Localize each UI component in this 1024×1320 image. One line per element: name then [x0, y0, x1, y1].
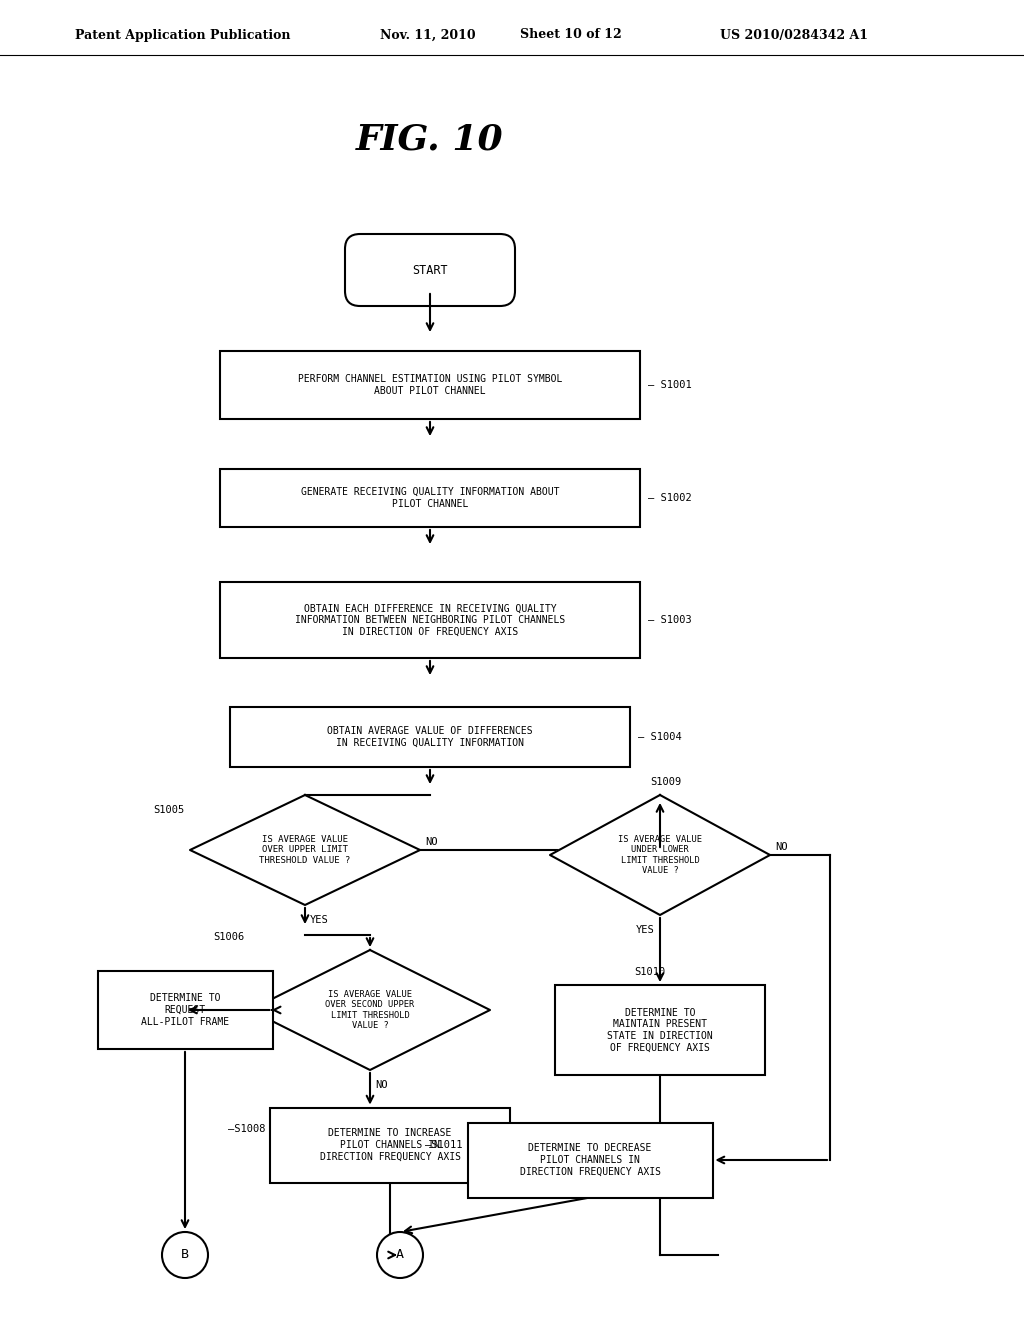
Text: NO: NO [425, 837, 437, 847]
Text: DETERMINE TO INCREASE
PILOT CHANNELS IN
DIRECTION FREQUENCY AXIS: DETERMINE TO INCREASE PILOT CHANNELS IN … [319, 1129, 461, 1162]
Text: OBTAIN EACH DIFFERENCE IN RECEIVING QUALITY
INFORMATION BETWEEN NEIGHBORING PILO: OBTAIN EACH DIFFERENCE IN RECEIVING QUAL… [295, 603, 565, 636]
Text: Sheet 10 of 12: Sheet 10 of 12 [520, 29, 622, 41]
FancyBboxPatch shape [230, 708, 630, 767]
Text: S1010: S1010 [635, 968, 666, 977]
Text: Patent Application Publication: Patent Application Publication [75, 29, 291, 41]
Text: — S1003: — S1003 [648, 615, 692, 624]
Text: NO: NO [375, 1080, 387, 1090]
Text: YES: YES [636, 925, 655, 935]
Text: START: START [413, 264, 447, 276]
Text: IS AVERAGE VALUE
UNDER LOWER
LIMIT THRESHOLD
VALUE ?: IS AVERAGE VALUE UNDER LOWER LIMIT THRES… [618, 836, 702, 875]
Text: — S1004: — S1004 [638, 733, 682, 742]
FancyBboxPatch shape [555, 985, 765, 1074]
FancyBboxPatch shape [220, 582, 640, 657]
Text: PERFORM CHANNEL ESTIMATION USING PILOT SYMBOL
ABOUT PILOT CHANNEL: PERFORM CHANNEL ESTIMATION USING PILOT S… [298, 374, 562, 396]
FancyBboxPatch shape [270, 1107, 510, 1183]
Text: GENERATE RECEIVING QUALITY INFORMATION ABOUT
PILOT CHANNEL: GENERATE RECEIVING QUALITY INFORMATION A… [301, 487, 559, 508]
Text: YES: YES [310, 915, 329, 925]
Text: B: B [181, 1249, 189, 1262]
FancyBboxPatch shape [97, 972, 272, 1049]
Text: Nov. 11, 2010: Nov. 11, 2010 [380, 29, 475, 41]
Text: S1006: S1006 [214, 932, 245, 942]
Text: OBTAIN AVERAGE VALUE OF DIFFERENCES
IN RECEIVING QUALITY INFORMATION: OBTAIN AVERAGE VALUE OF DIFFERENCES IN R… [328, 726, 532, 748]
Text: FIG. 10: FIG. 10 [356, 123, 504, 157]
Text: IS AVERAGE VALUE
OVER SECOND UPPER
LIMIT THRESHOLD
VALUE ?: IS AVERAGE VALUE OVER SECOND UPPER LIMIT… [326, 990, 415, 1030]
Circle shape [162, 1232, 208, 1278]
FancyBboxPatch shape [468, 1122, 713, 1197]
Text: S1007: S1007 [177, 1005, 208, 1015]
Polygon shape [250, 950, 490, 1071]
Text: IS AVERAGE VALUE
OVER UPPER LIMIT
THRESHOLD VALUE ?: IS AVERAGE VALUE OVER UPPER LIMIT THRESH… [259, 836, 350, 865]
Text: —S1011: —S1011 [425, 1139, 463, 1150]
Text: — S1001: — S1001 [648, 380, 692, 389]
Text: —S1008: —S1008 [227, 1125, 265, 1134]
Text: NO: NO [775, 842, 787, 851]
Text: YES: YES [226, 997, 245, 1007]
Polygon shape [190, 795, 420, 906]
Circle shape [377, 1232, 423, 1278]
Text: A: A [396, 1249, 404, 1262]
FancyBboxPatch shape [220, 351, 640, 418]
Text: DETERMINE TO
REQUEST
ALL-PILOT FRAME: DETERMINE TO REQUEST ALL-PILOT FRAME [141, 994, 229, 1027]
FancyBboxPatch shape [220, 469, 640, 527]
Text: DETERMINE TO DECREASE
PILOT CHANNELS IN
DIRECTION FREQUENCY AXIS: DETERMINE TO DECREASE PILOT CHANNELS IN … [519, 1143, 660, 1176]
Text: US 2010/0284342 A1: US 2010/0284342 A1 [720, 29, 868, 41]
Text: S1005: S1005 [154, 805, 185, 814]
Text: — S1002: — S1002 [648, 492, 692, 503]
FancyBboxPatch shape [345, 234, 515, 306]
Polygon shape [550, 795, 770, 915]
Text: S1009: S1009 [650, 777, 681, 787]
Text: DETERMINE TO
MAINTAIN PRESENT
STATE IN DIRECTION
OF FREQUENCY AXIS: DETERMINE TO MAINTAIN PRESENT STATE IN D… [607, 1007, 713, 1052]
